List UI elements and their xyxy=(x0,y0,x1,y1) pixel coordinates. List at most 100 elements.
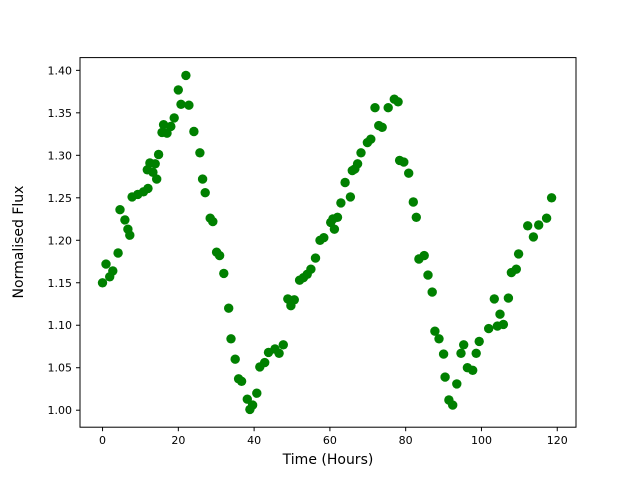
data-point xyxy=(108,266,118,276)
data-point xyxy=(181,70,191,81)
data-point xyxy=(274,348,284,358)
data-point xyxy=(448,400,458,410)
data-point xyxy=(97,278,108,288)
data-point xyxy=(404,168,414,178)
data-point xyxy=(456,348,466,358)
x-tick-label: 40 xyxy=(247,434,261,447)
data-point xyxy=(541,213,552,223)
data-point xyxy=(336,198,346,208)
x-tick-label: 60 xyxy=(323,434,337,447)
data-point xyxy=(356,148,366,158)
y-tick-label: 1.15 xyxy=(48,277,73,290)
data-point xyxy=(219,268,229,279)
data-point xyxy=(236,376,247,386)
data-point xyxy=(200,188,210,198)
y-tick-label: 1.05 xyxy=(48,362,73,375)
data-point xyxy=(513,249,524,259)
data-point xyxy=(534,220,544,230)
data-point xyxy=(345,192,356,202)
data-point xyxy=(252,388,262,398)
y-tick-label: 1.25 xyxy=(48,192,73,205)
data-point xyxy=(120,215,130,225)
data-point xyxy=(503,293,514,303)
data-point xyxy=(184,100,194,110)
data-point xyxy=(278,340,288,350)
data-point xyxy=(289,295,299,305)
data-point xyxy=(419,250,429,261)
y-tick-label: 1.30 xyxy=(48,149,73,162)
data-point xyxy=(195,148,205,158)
data-point xyxy=(158,120,169,130)
data-point xyxy=(498,319,509,330)
data-point xyxy=(150,159,160,169)
data-point xyxy=(434,334,444,344)
y-tick-label: 1.10 xyxy=(48,319,73,332)
y-tick-label: 1.20 xyxy=(48,234,73,247)
data-point xyxy=(430,326,440,336)
data-point xyxy=(260,357,270,368)
x-tick-label: 0 xyxy=(99,434,106,447)
data-point xyxy=(523,221,533,231)
y-tick-label: 1.35 xyxy=(48,107,73,120)
data-point xyxy=(489,294,499,304)
data-point xyxy=(340,177,350,188)
data-point xyxy=(474,336,484,347)
data-point xyxy=(230,354,240,364)
data-point xyxy=(329,224,340,234)
data-point xyxy=(214,250,225,261)
data-point xyxy=(399,157,409,167)
data-point xyxy=(224,303,234,313)
data-point xyxy=(152,174,162,184)
data-point xyxy=(226,334,236,344)
x-tick-label: 100 xyxy=(471,434,492,447)
data-point xyxy=(440,372,450,382)
data-point xyxy=(484,323,494,334)
data-point xyxy=(332,212,343,222)
data-point xyxy=(459,340,469,350)
data-point xyxy=(393,97,403,107)
y-axis-label: Normalised Flux xyxy=(11,186,27,299)
data-point xyxy=(247,400,258,410)
ticks-layer: 0 20 40 60 80 100 120 1.00 1.05 1.10 1.15 1.20 1.25 1… xyxy=(48,64,568,447)
data-point xyxy=(471,348,481,358)
data-point xyxy=(377,122,387,132)
data-point xyxy=(352,159,363,169)
data-point xyxy=(173,85,183,95)
y-tick-label: 1.40 xyxy=(48,64,73,77)
data-point xyxy=(319,233,329,243)
axes-spines xyxy=(79,57,577,428)
data-point xyxy=(411,212,421,222)
data-point xyxy=(438,349,449,359)
data-point xyxy=(528,232,539,242)
data-point xyxy=(306,264,316,274)
data-point xyxy=(546,193,557,203)
data-point xyxy=(176,99,186,110)
data-point xyxy=(495,309,505,319)
data-point xyxy=(383,103,393,113)
data-point xyxy=(101,259,111,269)
data-point xyxy=(189,126,199,137)
data-point xyxy=(143,183,153,194)
data-point xyxy=(115,205,125,215)
data-point xyxy=(452,379,462,389)
data-point xyxy=(468,365,478,375)
data-point xyxy=(197,174,208,184)
x-tick-label: 80 xyxy=(399,434,413,447)
data-points-layer xyxy=(97,70,557,415)
x-axis-label: Time (Hours) xyxy=(282,452,374,468)
data-point xyxy=(125,230,135,240)
data-point xyxy=(169,113,179,123)
plot-frame xyxy=(79,57,577,428)
data-point xyxy=(511,264,521,274)
data-point xyxy=(208,216,218,227)
data-point xyxy=(423,270,433,280)
data-point xyxy=(370,103,380,113)
x-tick-label: 120 xyxy=(547,434,568,447)
data-point xyxy=(166,121,176,132)
data-point xyxy=(153,149,164,160)
data-point xyxy=(408,197,418,207)
y-tick-label: 1.00 xyxy=(48,404,73,417)
data-point xyxy=(427,287,437,297)
